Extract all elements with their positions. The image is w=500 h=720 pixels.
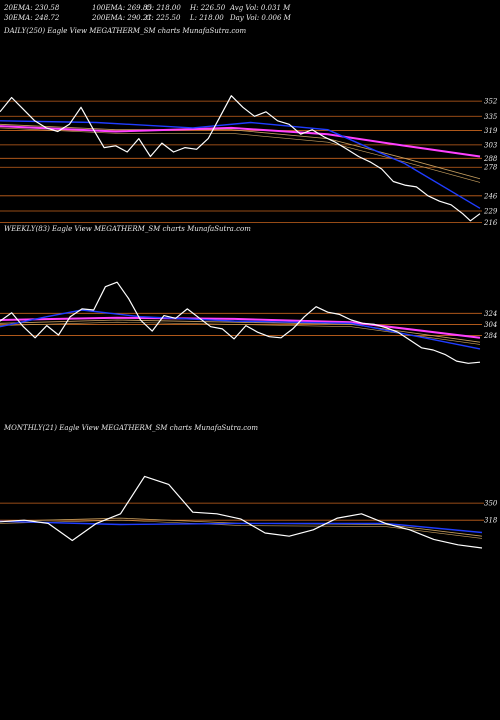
daily-ema-tan-line [0, 123, 481, 180]
daily-tick-label-1: 335 [484, 113, 498, 121]
weekly-tick-label-1: 304 [484, 321, 497, 329]
header-ema200: 200EMA: 290.21 [92, 14, 152, 22]
monthly-ema-tan-line [0, 517, 483, 537]
header-open: O: 218.00 [146, 4, 181, 12]
daily-tick-label-6: 246 [483, 192, 498, 200]
daily-tick-label-8: 216 [483, 219, 498, 227]
daily-tick-label-0: 352 [484, 98, 498, 106]
daily-ema-magenta-line [0, 125, 481, 158]
daily-tick-label-2: 319 [484, 127, 498, 135]
header-high: H: 226.50 [190, 4, 226, 12]
daily-ema-tan-line-2 [0, 127, 481, 183]
monthly-ema-blue-line [0, 520, 483, 534]
daily-tick-label-7: 229 [483, 208, 498, 216]
weekly-ema-blue-line [0, 309, 481, 350]
monthly-panel-label: MONTHLY(21) Eagle View MEGATHERM_SM char… [4, 424, 259, 432]
monthly-tick-label-0: 350 [484, 500, 498, 508]
daily-tick-label-5: 278 [483, 164, 498, 172]
header-avg-vol: Avg Vol: 0.031 M [230, 4, 291, 12]
weekly-price-line [0, 281, 481, 364]
weekly-ema-tan-line-2 [0, 321, 481, 345]
weekly-ema-magenta-line [0, 316, 481, 339]
header-low: L: 218.00 [190, 14, 224, 22]
weekly-panel-label: WEEKLY(83) Eagle View MEGATHERM_SM chart… [4, 225, 251, 233]
monthly-ema-tan-line-2 [0, 519, 483, 539]
daily-ema-blue-line [0, 120, 481, 209]
weekly-tick-label-0: 324 [484, 310, 497, 318]
header-ema30: 30EMA: 248.72 [4, 14, 60, 22]
header-ema20: 20EMA: 230.58 [4, 4, 60, 12]
weekly-tick-label-2: 284 [483, 332, 497, 340]
daily-price-line [0, 95, 481, 222]
header-day-vol: Day Vol: 0.006 M [230, 14, 291, 22]
daily-panel-label: DAILY(250) Eagle View MEGATHERM_SM chart… [4, 27, 247, 35]
daily-tick-label-3: 303 [484, 141, 498, 149]
monthly-price-line [0, 475, 483, 549]
header-close: C: 225.50 [146, 14, 181, 22]
monthly-tick-label-1: 318 [484, 517, 498, 525]
header-ema100: 100EMA: 269.85 [92, 4, 152, 12]
daily-tick-label-4: 288 [483, 155, 498, 163]
